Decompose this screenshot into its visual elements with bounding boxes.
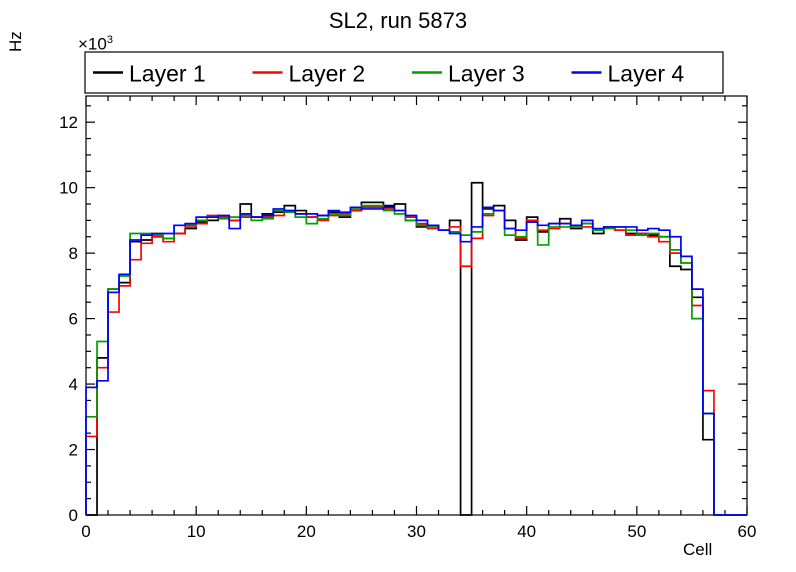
y-tick-label: 6 bbox=[69, 310, 78, 329]
y-exponent-power: 3 bbox=[106, 34, 113, 46]
y-axis-exponent-label: ×103 bbox=[78, 34, 113, 55]
y-tick-label: 0 bbox=[69, 506, 78, 525]
plot-frame-rect bbox=[85, 95, 748, 516]
x-axis-title: Cell bbox=[683, 540, 713, 559]
chart-legend[interactable]: Layer 1 Layer 2 Layer 3 Layer 4 bbox=[84, 51, 724, 94]
x-tick-label: 30 bbox=[407, 522, 426, 541]
x-tick-label: 0 bbox=[81, 522, 90, 541]
legend-box bbox=[84, 51, 724, 94]
legend-label-2[interactable]: Layer 2 bbox=[289, 61, 366, 87]
series-line-3 bbox=[85, 204, 747, 516]
x-tick-label: 20 bbox=[297, 522, 316, 541]
axis-tick-labels: 0 10 20 30 40 50 60 0 2 4 6 8 10 12 bbox=[59, 113, 756, 541]
y-exponent-base: ×10 bbox=[78, 34, 107, 54]
legend-label-3[interactable]: Layer 3 bbox=[448, 61, 525, 87]
legend-label-1[interactable]: Layer 1 bbox=[129, 61, 206, 87]
legend-label-4[interactable]: Layer 4 bbox=[608, 61, 685, 87]
page-title: SL2, run 5873 bbox=[328, 8, 468, 33]
series-line-2 bbox=[85, 206, 747, 516]
plot-frame bbox=[85, 95, 748, 516]
y-tick-label: 12 bbox=[59, 113, 78, 132]
x-tick-label: 60 bbox=[738, 522, 757, 541]
histogram-series bbox=[85, 181, 747, 516]
y-tick-label: 2 bbox=[69, 441, 78, 460]
series-line-4 bbox=[85, 206, 747, 516]
x-tick-label: 50 bbox=[627, 522, 646, 541]
x-tick-label: 10 bbox=[187, 522, 206, 541]
axis-ticks bbox=[85, 96, 748, 516]
x-tick-label: 40 bbox=[517, 522, 536, 541]
y-tick-label: 8 bbox=[69, 244, 78, 263]
y-tick-label: 10 bbox=[59, 179, 78, 198]
y-tick-label: 4 bbox=[69, 375, 78, 394]
